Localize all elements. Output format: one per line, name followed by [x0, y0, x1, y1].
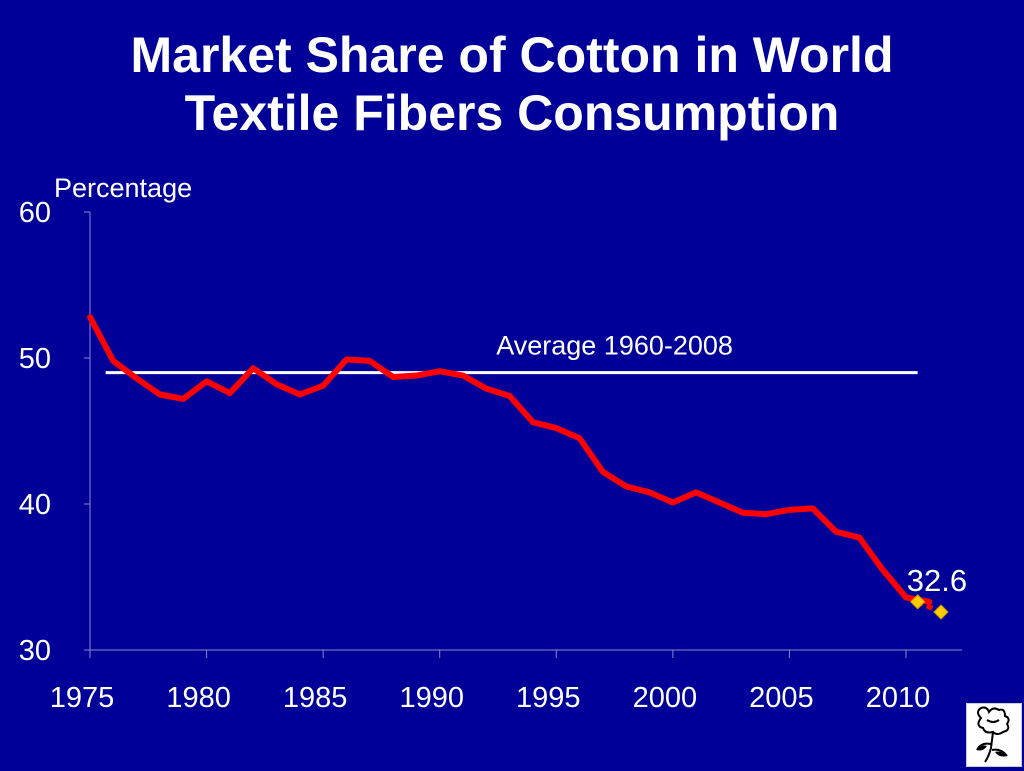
- x-tick-label: 1980: [166, 682, 231, 714]
- chart-title-line-2: Textile Fibers Consumption: [184, 85, 840, 141]
- y-tick-label: 40: [19, 489, 51, 521]
- y-tick-label: 50: [19, 343, 51, 375]
- x-tick-label: 1975: [50, 682, 115, 714]
- cotton-share-line: [87, 314, 933, 605]
- x-tick-label: 1995: [516, 682, 581, 714]
- x-tick-label: 2000: [633, 682, 698, 714]
- chart-title: Market Share of Cotton in World Textile …: [0, 26, 1024, 142]
- cotton-boll-icon: [966, 703, 1022, 767]
- y-axis-label: Percentage: [54, 173, 192, 203]
- projection-point-marker: [933, 604, 949, 620]
- x-tick-label: 1990: [399, 682, 464, 714]
- x-tick-label: 2010: [866, 682, 931, 714]
- y-tick-label: 60: [19, 197, 51, 229]
- average-line-label: Average 1960-2008: [496, 331, 733, 361]
- end-value-label: 32.6: [907, 563, 967, 598]
- y-tick-label: 30: [19, 635, 51, 667]
- x-tick-label: 2005: [749, 682, 814, 714]
- projection-point-marker: [909, 594, 926, 610]
- x-tick-label: 1985: [283, 682, 348, 714]
- chart-title-line-1: Market Share of Cotton in World: [130, 27, 894, 83]
